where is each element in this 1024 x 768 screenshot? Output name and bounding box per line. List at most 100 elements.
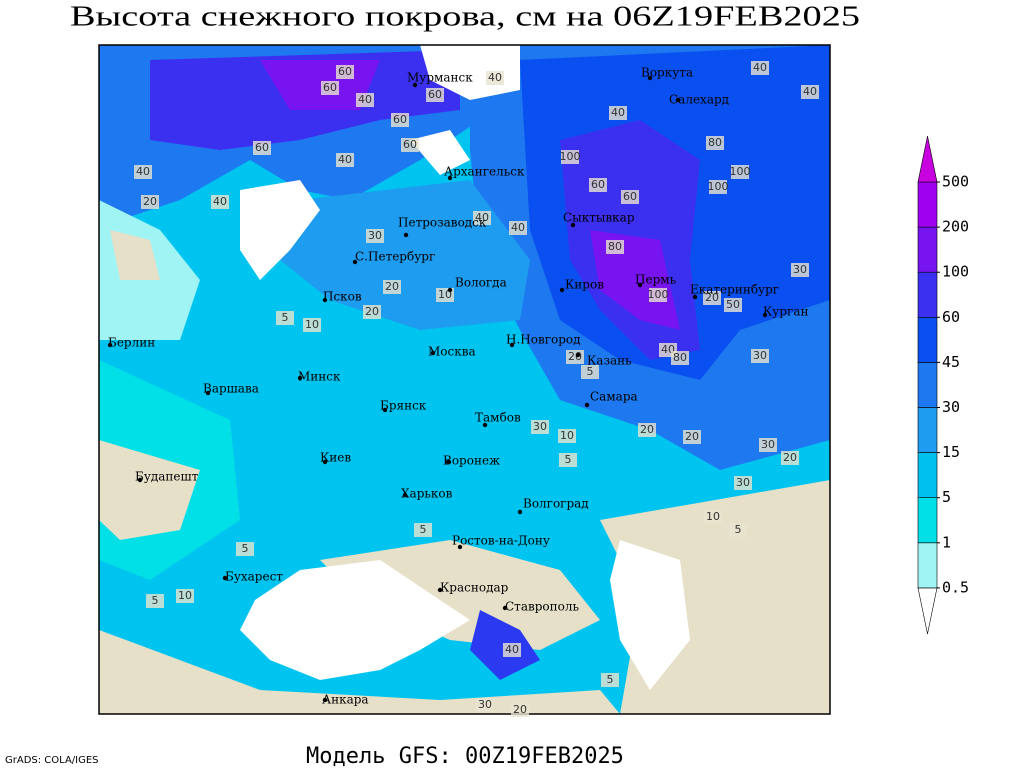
map	[99, 45, 830, 714]
contour-label-bg	[509, 221, 527, 235]
city-dot	[637, 282, 643, 288]
contour-label-bg	[176, 589, 194, 603]
contour-label: 20	[640, 423, 654, 436]
colorbar-label: 500	[942, 173, 969, 191]
contour-label-bg	[356, 93, 374, 107]
contour-label: 100	[648, 288, 669, 301]
contour-label: 50	[726, 298, 740, 311]
contour-label-bg	[561, 150, 579, 164]
contour-label: 5	[152, 594, 159, 607]
contour-label-bg	[729, 523, 747, 537]
city-label: Петрозаводск	[398, 216, 487, 230]
contour-label-bg	[801, 85, 819, 99]
contour-label-bg	[401, 138, 419, 152]
contour-label: 30	[793, 263, 807, 276]
contour-label-bg	[141, 195, 159, 209]
colorbar-box	[917, 542, 938, 589]
colorbar-label: 1	[942, 533, 951, 551]
colorbar-box	[917, 316, 938, 363]
contour-label: 40	[488, 71, 502, 84]
city-dot	[675, 97, 681, 103]
colorbar-label: 45	[942, 353, 960, 371]
city-dot	[482, 422, 488, 428]
contour-label-bg	[704, 510, 722, 524]
contour-label: 40	[136, 165, 150, 178]
city-label: Москва	[428, 345, 476, 359]
contour-label: 5	[282, 311, 289, 324]
contour-label: 80	[673, 351, 687, 364]
colorbar-label: 30	[942, 398, 960, 416]
city-label: Тамбов	[475, 411, 521, 425]
contour-label-bg	[134, 165, 152, 179]
contour-label-bg	[391, 113, 409, 127]
contour-label: 40	[358, 93, 372, 106]
city-label: Ростов-на-Дону	[452, 534, 550, 548]
city-dot	[352, 259, 358, 265]
city-label: Курган	[763, 305, 808, 319]
city-label: Екатеринбург	[690, 283, 779, 297]
colorbar-label: 15	[942, 443, 960, 461]
title: Высота снежного покрова, см на 06Z19FEB2…	[70, 1, 860, 32]
colorbar-label: 60	[942, 308, 960, 326]
contour-label-bg	[253, 141, 271, 155]
contour-label: 40	[511, 221, 525, 234]
city-dot	[509, 342, 515, 348]
contour-label-bg	[414, 523, 432, 537]
city-dot	[570, 222, 576, 228]
city-label: Воронеж	[443, 454, 500, 468]
city-dot	[222, 575, 228, 581]
contour-label-bg	[426, 88, 444, 102]
contour-label: 60	[591, 178, 605, 191]
colorbar-label: 200	[942, 218, 969, 236]
contour-label: 60	[393, 113, 407, 126]
city-dot	[205, 390, 211, 396]
contour-label: 60	[323, 81, 337, 94]
city-label: Пермь	[635, 273, 677, 287]
contour-label: 30	[753, 349, 767, 362]
contour-label-bg	[601, 673, 619, 687]
contour-label: 100	[730, 165, 751, 178]
contour-label-bg	[321, 81, 339, 95]
city-label: Киев	[320, 451, 351, 465]
contour-label-bg	[751, 349, 769, 363]
contour-label: 30	[368, 229, 382, 242]
contour-label: 20	[513, 703, 527, 716]
contour-label: 40	[213, 195, 227, 208]
city-label: Воркута	[641, 66, 693, 80]
city-label: Минск	[298, 370, 341, 384]
colorbar-box	[917, 452, 938, 499]
contour-label-bg	[276, 311, 294, 325]
colorbar-box	[917, 226, 938, 273]
contour-label-bg	[734, 476, 752, 490]
contour-label-bg	[581, 365, 599, 379]
city-dot	[137, 477, 143, 483]
city-label: Будапешт	[135, 470, 199, 484]
city-dot	[584, 402, 590, 408]
contour-label: 10	[706, 510, 720, 523]
city-dot	[437, 587, 443, 593]
contour-label: 30	[478, 698, 492, 711]
contour-label-bg	[638, 423, 656, 437]
city-dot	[502, 605, 508, 611]
contour-label-bg	[366, 229, 384, 243]
contour-label: 60	[338, 65, 352, 78]
contour-label: 100	[708, 180, 729, 193]
contour-label: 60	[623, 190, 637, 203]
contour-label-bg	[671, 351, 689, 365]
contour-label-bg	[751, 61, 769, 75]
contour-label-bg	[706, 136, 724, 150]
contour-label-bg	[683, 430, 701, 444]
contour-label: 40	[611, 106, 625, 119]
contour-label: 100	[560, 150, 581, 163]
city-dot	[559, 287, 565, 293]
city-dot	[382, 407, 388, 413]
city-dot	[762, 312, 768, 318]
city-label: Салехард	[669, 93, 729, 107]
contour-label-bg	[211, 195, 229, 209]
contour-label: 40	[505, 643, 519, 656]
colorbar-box	[917, 362, 938, 408]
city-dot	[403, 232, 409, 238]
contour-label-bg	[621, 190, 639, 204]
contour-label-bg	[146, 594, 164, 608]
